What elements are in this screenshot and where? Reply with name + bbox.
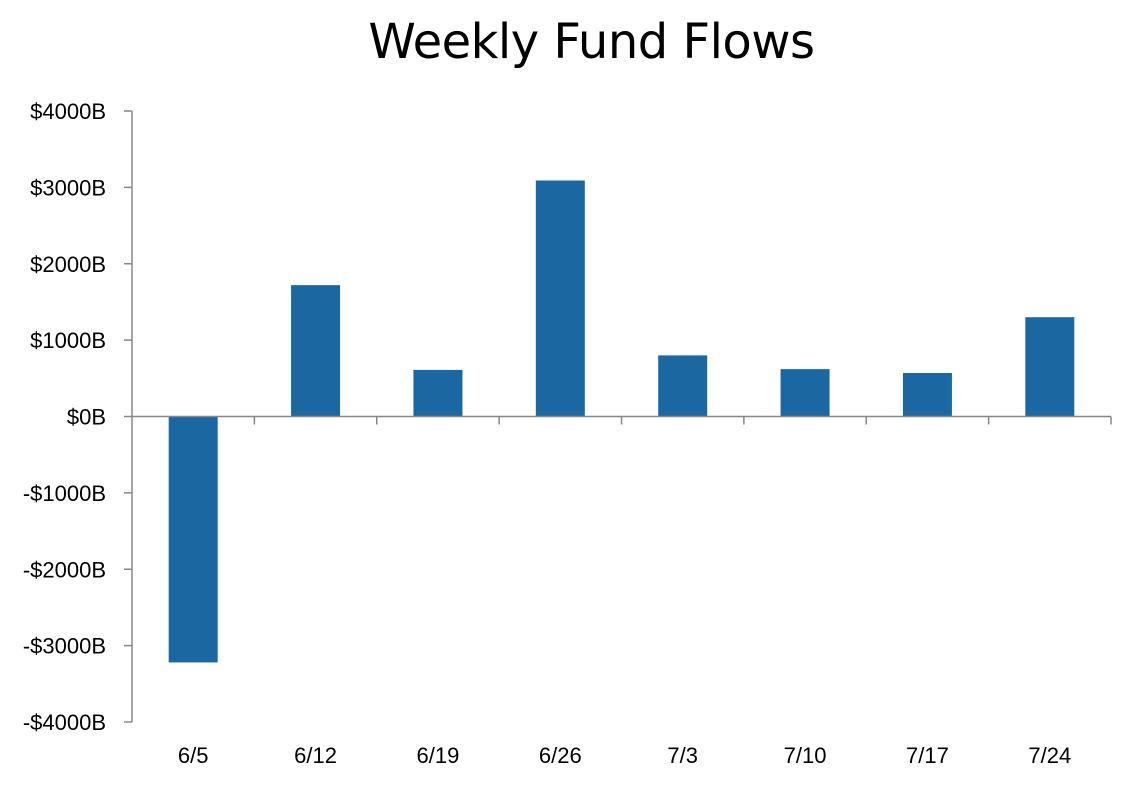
y-tick-label: $1000B <box>30 328 106 353</box>
x-tick-label: 7/24 <box>1028 743 1071 768</box>
bar-6-19 <box>413 369 463 417</box>
bar-7-10 <box>780 369 830 417</box>
y-tick-label: -$1000B <box>23 481 106 506</box>
bar-6-5 <box>168 416 218 663</box>
bar-6-26 <box>535 180 585 417</box>
y-tick-label: $3000B <box>30 175 106 200</box>
x-tick-label: 6/26 <box>539 743 582 768</box>
y-tick-label: $0B <box>67 405 106 430</box>
x-tick-label: 7/3 <box>667 743 698 768</box>
y-tick-label: -$4000B <box>23 710 106 735</box>
bar-6-12 <box>291 285 341 417</box>
bar-7-3 <box>658 355 708 417</box>
y-tick-label: $2000B <box>30 252 106 277</box>
bar-7-24 <box>1025 317 1075 417</box>
y-tick-label: -$3000B <box>23 634 106 659</box>
x-tick-label: 6/5 <box>178 743 209 768</box>
bars <box>168 180 1075 663</box>
y-axis: $4000B $3000B $2000B $1000B $0B -$1000B -$2000… <box>23 99 133 735</box>
y-tick-label: -$2000B <box>23 557 106 582</box>
x-tick-label: 7/10 <box>784 743 827 768</box>
y-tick-label: $4000B <box>30 99 106 124</box>
x-tick-label: 7/17 <box>906 743 949 768</box>
x-tick-label: 6/19 <box>417 743 460 768</box>
x-axis: 6/5 6/12 6/19 6/26 7/3 7/10 7/17 7/24 <box>132 415 1112 768</box>
bar-7-17 <box>902 372 952 417</box>
x-tick-label: 6/12 <box>294 743 337 768</box>
chart-title: Weekly Fund Flows <box>368 14 815 70</box>
